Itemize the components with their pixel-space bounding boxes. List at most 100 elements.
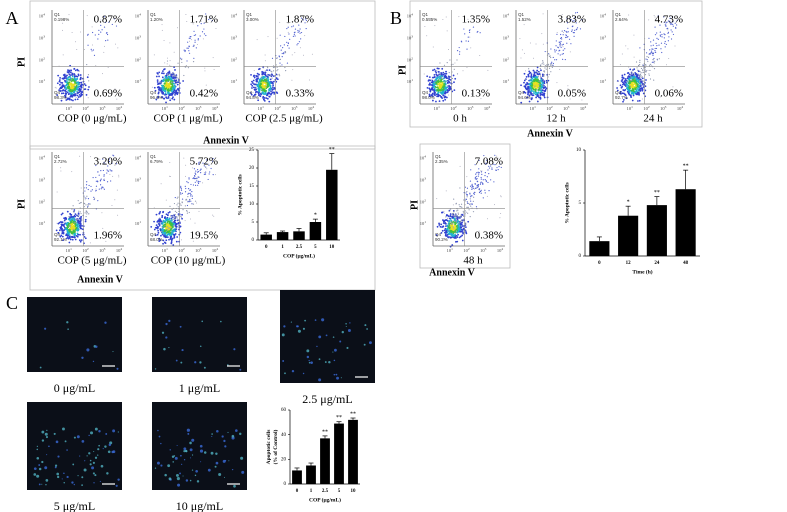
log-tick-label: 102 — [463, 247, 470, 253]
event-dot — [466, 176, 468, 178]
event-dot — [68, 234, 71, 237]
event-dot — [442, 94, 445, 97]
cell-speck — [196, 480, 200, 483]
event-dot — [444, 82, 447, 85]
quadrant-small: 0.555% — [422, 17, 437, 22]
event-dot — [65, 87, 68, 90]
bar — [293, 231, 305, 240]
event-dot — [192, 203, 195, 205]
log-tick-label: 104 — [580, 105, 587, 111]
event-dot — [178, 80, 180, 82]
event-dot — [466, 196, 468, 198]
event-dot — [459, 225, 461, 227]
event-dot — [170, 75, 173, 78]
event-dot — [103, 174, 105, 176]
event-dot — [73, 209, 76, 211]
tick-exponent: 2 — [455, 105, 457, 109]
event-dot — [185, 175, 187, 177]
event-dot — [73, 74, 75, 76]
event-dot — [659, 31, 661, 33]
event-dot — [454, 222, 457, 225]
event-dot — [157, 92, 160, 95]
tick-exponent: 1 — [70, 105, 72, 109]
event-dot — [190, 39, 192, 41]
event-dot — [470, 205, 472, 207]
event-dot — [172, 88, 175, 91]
event-dot — [562, 43, 564, 46]
tick-exponent: 3 — [200, 105, 202, 109]
event-dot — [68, 85, 71, 88]
event-dot — [105, 40, 107, 42]
event-dot — [274, 78, 277, 81]
event-dot — [68, 89, 71, 92]
event-dot — [253, 76, 256, 79]
event-dot — [93, 196, 95, 199]
event-dot — [63, 226, 66, 229]
cell-speck — [345, 323, 347, 325]
event-dot — [299, 47, 301, 49]
event-dot — [448, 85, 450, 87]
event-dot — [471, 188, 473, 190]
event-dot — [62, 29, 64, 31]
event-dot — [77, 228, 80, 231]
event-dot — [448, 219, 451, 222]
event-dot — [263, 90, 266, 93]
event-dot — [251, 87, 253, 89]
cell-speck — [73, 436, 76, 439]
tick-exponent: 1 — [43, 220, 45, 224]
quadrant-small: 2.72% — [54, 159, 67, 164]
event-dot — [674, 45, 676, 47]
event-dot — [74, 81, 76, 84]
cell-speck — [105, 433, 108, 435]
cell-speck — [199, 361, 202, 364]
cell-speck — [104, 445, 107, 448]
event-dot — [649, 53, 652, 55]
event-dot — [469, 180, 472, 182]
event-dot — [565, 34, 568, 37]
tick-exponent: 3 — [568, 105, 570, 109]
event-dot — [552, 62, 555, 65]
cell-speck — [282, 360, 285, 362]
cell-speck — [228, 460, 230, 462]
x-tick-label: 0 — [296, 489, 299, 494]
event-dot — [566, 42, 568, 44]
event-dot — [61, 221, 64, 224]
event-dot — [445, 230, 448, 233]
event-dot — [251, 84, 254, 87]
event-dot — [633, 56, 635, 58]
log-tick-label: 104 — [116, 247, 123, 253]
tick-exponent: 1 — [262, 105, 264, 109]
event-dot — [532, 88, 535, 91]
log-tick-label: 104 — [231, 12, 238, 18]
event-dot — [443, 229, 446, 232]
bar — [292, 470, 302, 484]
event-dot — [441, 67, 444, 70]
event-dot — [166, 89, 169, 92]
event-dot — [151, 86, 153, 88]
event-dot — [635, 82, 638, 85]
event-dot — [103, 16, 105, 18]
cell-speck — [318, 335, 322, 339]
event-dot — [79, 225, 82, 227]
event-dot — [449, 232, 451, 235]
event-dot — [447, 224, 450, 226]
event-dot — [639, 77, 641, 79]
cell-speck — [165, 336, 168, 339]
log-tick-label: 101 — [66, 247, 73, 253]
event-dot — [176, 197, 178, 199]
event-dot — [639, 80, 641, 82]
log-tick-label: 103 — [99, 247, 106, 253]
event-dot — [118, 174, 120, 176]
tick-base: 10 — [308, 106, 313, 111]
event-dot — [162, 97, 165, 100]
event-dot — [68, 222, 70, 225]
tick-exponent: 3 — [200, 247, 202, 251]
event-dot — [638, 82, 641, 85]
event-dot — [538, 96, 540, 99]
event-dot — [443, 87, 446, 90]
cell-speck — [190, 457, 192, 459]
event-dot — [648, 64, 651, 66]
event-dot — [667, 31, 670, 33]
event-dot — [191, 203, 193, 205]
cell-speck — [185, 479, 189, 482]
